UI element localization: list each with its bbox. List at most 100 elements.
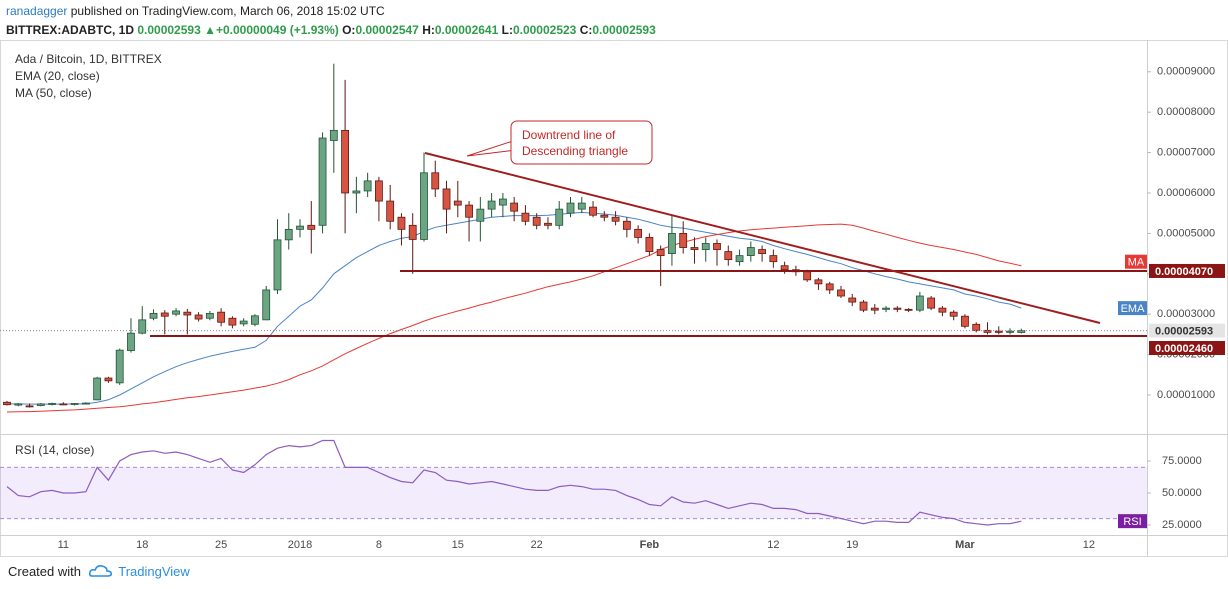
published: published on TradingView.com, March 06, … (67, 4, 385, 18)
y-tick-label: 0.00001000 (1157, 389, 1215, 401)
series-tag-label: RSI (1123, 516, 1141, 528)
candle-body (375, 180, 383, 202)
candle-body (927, 297, 936, 309)
candle-body (521, 212, 530, 222)
candle-body (442, 188, 451, 210)
candle-body (600, 214, 609, 218)
candle-body (273, 239, 282, 291)
publisher[interactable]: ranadagger (6, 4, 68, 18)
candle-body (713, 243, 721, 250)
candle-body (408, 224, 417, 240)
logo (88, 565, 112, 577)
symbol: BITTREX:ADABTC, 1D (6, 23, 134, 37)
last-price-box (1149, 323, 1225, 338)
candle-body (735, 255, 744, 263)
candle-body (859, 301, 868, 311)
y-tick-label: 0.00005000 (1157, 227, 1215, 239)
candle-body (318, 137, 327, 226)
x-tick-label: Mar (955, 539, 975, 551)
candle-body (228, 317, 237, 326)
close: 0.00002593 (592, 23, 656, 37)
series-line (6, 223, 1022, 413)
chart-title: Ada / Bitcoin, 1D, BITTREX (15, 52, 162, 66)
legend-entry: RSI (14, close) (15, 443, 94, 457)
candle-body (127, 332, 135, 351)
close-label: C: (579, 23, 593, 37)
candle-body (397, 216, 406, 230)
callout-box (510, 120, 653, 165)
candle-body (634, 228, 643, 238)
candle-body (160, 312, 169, 317)
header-line-1: ranadagger published on TradingView.com,… (6, 2, 656, 21)
brand[interactable]: TradingView (118, 564, 190, 579)
candle-body (724, 251, 733, 261)
header-line-2: BITTREX:ADABTC, 1D 0.00002593 ▲+0.000000… (6, 21, 656, 40)
legend-entry: EMA (20, close) (15, 69, 100, 83)
candle-body (679, 232, 688, 248)
candle-body (138, 319, 147, 334)
candle-body (994, 330, 1003, 333)
y-tick-label: 0.00009000 (1157, 66, 1215, 78)
low-label: L: (501, 23, 513, 37)
candle-body (837, 289, 845, 297)
arrow: ▲ (204, 23, 216, 37)
candle-body (701, 243, 710, 250)
trend-line (424, 152, 1101, 324)
high-label: H: (422, 23, 435, 37)
x-tick-label: Feb (640, 539, 660, 551)
candle-body (194, 314, 203, 320)
candle-body (115, 349, 124, 384)
candle-body (938, 307, 947, 313)
candle-body (656, 249, 665, 257)
callout-text: Downtrend line of (522, 128, 616, 142)
level-label: 0.00002460 (1155, 343, 1213, 355)
candle-body (217, 311, 226, 323)
candle-body (882, 307, 890, 310)
candle-body (961, 315, 969, 327)
candle-body (36, 403, 45, 406)
candle-body (803, 271, 812, 281)
candle-body (1017, 330, 1026, 333)
candle-body (510, 202, 519, 212)
candle-body (363, 180, 372, 192)
candle-body (307, 224, 316, 230)
series-tag-label: MA (1128, 257, 1145, 269)
y-tick-label: 0.00003000 (1157, 308, 1215, 320)
candle-body (589, 206, 597, 216)
candle-body (769, 255, 778, 263)
level-box (1149, 341, 1225, 356)
footer: Created with TradingView (8, 562, 190, 579)
y-tick-label: 50.0000 (1162, 487, 1202, 499)
candle-body (904, 308, 913, 311)
candle-body (205, 312, 214, 319)
callout-pointer (466, 139, 517, 157)
candle-body (780, 265, 789, 271)
callout-text: Descending triangle (522, 144, 628, 158)
header: ranadagger published on TradingView.com,… (6, 2, 656, 40)
candle-body (577, 202, 586, 210)
created-with: Created with (8, 564, 81, 579)
candle-body (848, 297, 857, 303)
legend-entry: MA (50, close) (15, 86, 92, 100)
candle-body (532, 216, 541, 226)
candle-body (645, 237, 654, 252)
candle-body (262, 289, 271, 321)
series-tag-label: EMA (1121, 303, 1146, 315)
series-line (7, 211, 1022, 405)
candle-body (611, 216, 620, 222)
candle-body (566, 202, 575, 214)
candle-body (341, 129, 350, 194)
candle-body (183, 311, 192, 316)
rsi-band (0, 467, 1147, 519)
x-tick-label: 25 (215, 539, 227, 551)
candle-body (93, 377, 102, 401)
candle-body (622, 220, 631, 230)
candle-body (172, 310, 180, 315)
y-tick-label: 0.00006000 (1157, 187, 1215, 199)
candle-body (870, 307, 879, 311)
candle-body (487, 200, 496, 210)
candle-body (814, 279, 823, 285)
candle-body (386, 200, 395, 222)
